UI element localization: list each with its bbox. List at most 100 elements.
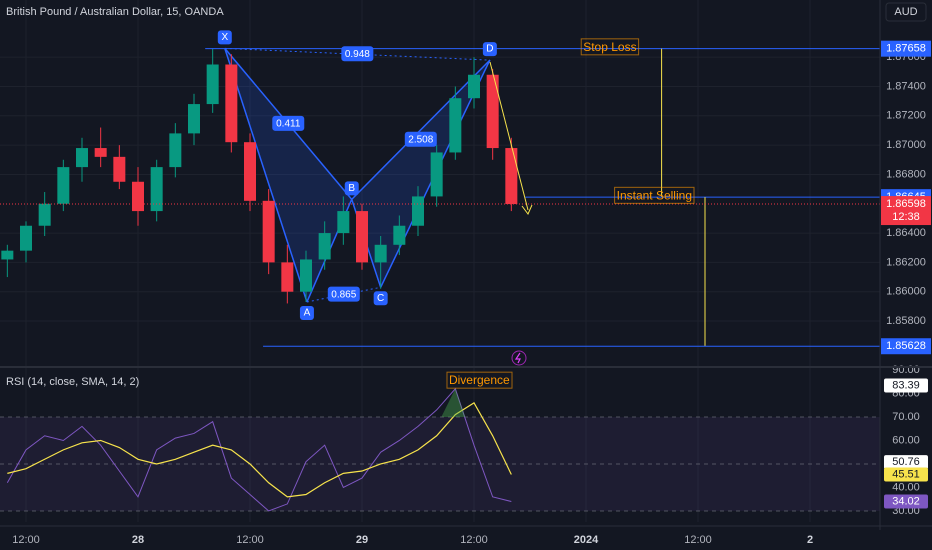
rsi-title: RSI (14, close, SMA, 14, 2) bbox=[6, 376, 139, 388]
x-tick-label: 12:00 bbox=[12, 534, 40, 546]
overlay-layer: 1.85800 1.86000 1.86200 1.86400 1.86800 1.870… bbox=[12, 30, 931, 546]
candle-body bbox=[1, 250, 14, 260]
ratio-label: 0.865 bbox=[331, 289, 356, 300]
pattern-leg bbox=[224, 48, 308, 303]
candle-body bbox=[505, 148, 518, 205]
ratio-label: 2.508 bbox=[408, 134, 433, 145]
candle-body bbox=[337, 211, 350, 234]
candle-body bbox=[113, 156, 126, 182]
candle-body bbox=[412, 196, 425, 226]
x-tick-label: 28 bbox=[132, 534, 144, 546]
rsi-tick-label: 30.00 bbox=[892, 505, 920, 517]
level-badge bbox=[881, 40, 931, 57]
rsi-badge-value: 45.51 bbox=[892, 468, 920, 480]
x-tick-label: 29 bbox=[356, 534, 368, 546]
candle-body bbox=[300, 259, 313, 292]
currency[interactable]: AUD bbox=[894, 6, 917, 18]
pattern-point bbox=[344, 181, 359, 196]
rsi-badge bbox=[884, 378, 928, 393]
pattern-leg bbox=[351, 59, 491, 200]
rsi-badge-value: 83.39 bbox=[892, 379, 920, 391]
level-badge bbox=[881, 338, 931, 355]
level-label: Stop Loss bbox=[583, 40, 636, 54]
event-icon[interactable] bbox=[511, 350, 527, 366]
pattern-point-label: C bbox=[377, 293, 384, 304]
rsi-badge bbox=[884, 455, 928, 470]
candle-body bbox=[356, 211, 369, 263]
candle-body bbox=[225, 64, 238, 143]
rsi-tick-label: 70.00 bbox=[892, 411, 920, 423]
candle-body bbox=[262, 200, 275, 263]
x-tick-label: 2024 bbox=[574, 534, 599, 546]
y-tick-label: 1.86800 bbox=[886, 168, 926, 180]
countdown: 12:38 bbox=[892, 211, 920, 223]
x-tick-label: 12:00 bbox=[684, 534, 712, 546]
candle-body bbox=[94, 148, 107, 157]
pattern-point-label: B bbox=[348, 183, 355, 194]
currency-box[interactable] bbox=[885, 2, 927, 22]
y-tick-label: 1.86200 bbox=[886, 256, 926, 268]
rsi-tick-label: 40.00 bbox=[892, 481, 920, 493]
y-tick-label: 1.87400 bbox=[886, 80, 926, 92]
x-tick-label: 2 bbox=[807, 534, 813, 546]
level-label-box bbox=[614, 186, 695, 204]
ratio-label: 0.948 bbox=[345, 49, 370, 60]
rsi-line bbox=[6, 387, 512, 512]
rsi-tick-label: 90.00 bbox=[892, 364, 920, 376]
y-tick-label: 1.85800 bbox=[886, 315, 926, 327]
rsi-badge-value: 34.02 bbox=[892, 495, 920, 507]
ratio-label: 0.411 bbox=[276, 119, 301, 130]
pattern-point bbox=[217, 30, 232, 45]
candle-body bbox=[20, 225, 33, 251]
candle-body bbox=[150, 167, 163, 212]
pattern-point bbox=[299, 305, 314, 320]
rsi-badge bbox=[884, 467, 928, 482]
pattern-point bbox=[373, 291, 388, 306]
y-tick-label: 1.87000 bbox=[886, 139, 926, 151]
ratio-badge bbox=[341, 46, 374, 62]
candle-body bbox=[76, 148, 89, 168]
ratio-badge bbox=[327, 286, 360, 302]
candle-body bbox=[468, 74, 481, 99]
level-price: 1.87658 bbox=[886, 43, 926, 55]
x-tick-label: 12:00 bbox=[460, 534, 488, 546]
level-label: Instant Selling bbox=[617, 188, 692, 202]
candle-body bbox=[244, 142, 257, 201]
candle-body bbox=[393, 225, 406, 245]
last-price-badge bbox=[881, 196, 931, 226]
rsi-line bbox=[7, 402, 512, 498]
divergence-box bbox=[446, 371, 513, 389]
series-layer bbox=[0, 48, 880, 512]
candle-body bbox=[318, 233, 331, 260]
rsi-badge bbox=[884, 494, 928, 509]
pattern-point bbox=[482, 42, 497, 57]
pattern-point-label: D bbox=[486, 44, 493, 55]
candle-body bbox=[374, 244, 387, 263]
candle-body bbox=[57, 167, 70, 204]
pattern-point-label: X bbox=[221, 32, 228, 43]
candle-body bbox=[449, 98, 462, 153]
last-price: 1.86598 bbox=[886, 198, 926, 210]
ratio-badge bbox=[272, 115, 305, 131]
y-tick-label: 1.86000 bbox=[886, 286, 926, 298]
rsi-tick-label: 60.00 bbox=[892, 434, 920, 446]
ratio-badge bbox=[404, 131, 437, 147]
divergence-label: Divergence bbox=[449, 373, 510, 387]
candle-body bbox=[486, 74, 499, 149]
level-label-box bbox=[580, 38, 640, 56]
candle-body bbox=[38, 203, 51, 226]
level-price: 1.85628 bbox=[886, 340, 926, 352]
candle-body bbox=[206, 64, 219, 105]
rsi-badge-value: 50.76 bbox=[892, 456, 920, 468]
candle-body bbox=[169, 133, 182, 168]
event-icon-bolt bbox=[514, 352, 521, 364]
x-tick-label: 12:00 bbox=[236, 534, 264, 546]
projection-arrow-head bbox=[521, 204, 533, 215]
candle-body bbox=[281, 262, 294, 292]
pattern-point-label: A bbox=[304, 308, 311, 319]
pattern-leg bbox=[224, 47, 490, 61]
candle-body bbox=[430, 152, 443, 197]
